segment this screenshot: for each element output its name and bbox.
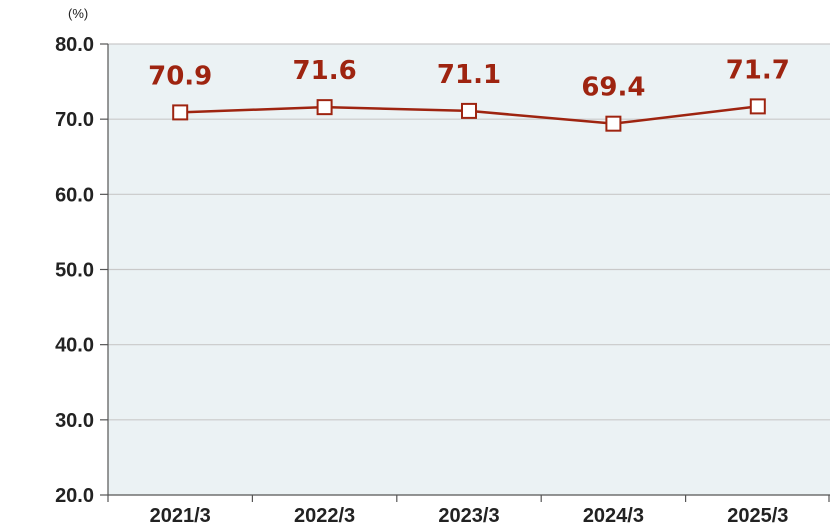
y-unit-label: (%) — [68, 6, 88, 21]
y-tick-label: 20.0 — [55, 485, 94, 507]
x-tick-label: 2025/3 — [727, 505, 788, 527]
x-tick-label: 2022/3 — [294, 505, 355, 527]
data-point-marker — [461, 102, 477, 119]
data-label: 70.9 — [148, 61, 212, 91]
data-label: 71.6 — [293, 56, 357, 86]
data-point-marker — [749, 98, 766, 115]
y-tick-label: 70.0 — [55, 109, 94, 131]
y-tick-label: 40.0 — [55, 335, 94, 357]
y-tick-label: 80.0 — [55, 34, 94, 56]
x-tick-label: 2024/3 — [583, 505, 644, 527]
data-point-marker — [172, 104, 189, 121]
x-tick-label: 2023/3 — [438, 505, 499, 527]
y-tick-label: 60.0 — [55, 184, 94, 206]
x-tick-label: 2021/3 — [150, 505, 211, 527]
y-tick-label: 50.0 — [55, 260, 94, 282]
data-label: 71.1 — [437, 60, 501, 90]
data-label: 69.4 — [581, 73, 645, 103]
data-point-marker — [605, 115, 622, 132]
data-label: 71.7 — [726, 55, 790, 85]
y-tick-label: 30.0 — [55, 410, 94, 432]
data-point-marker — [316, 99, 333, 116]
